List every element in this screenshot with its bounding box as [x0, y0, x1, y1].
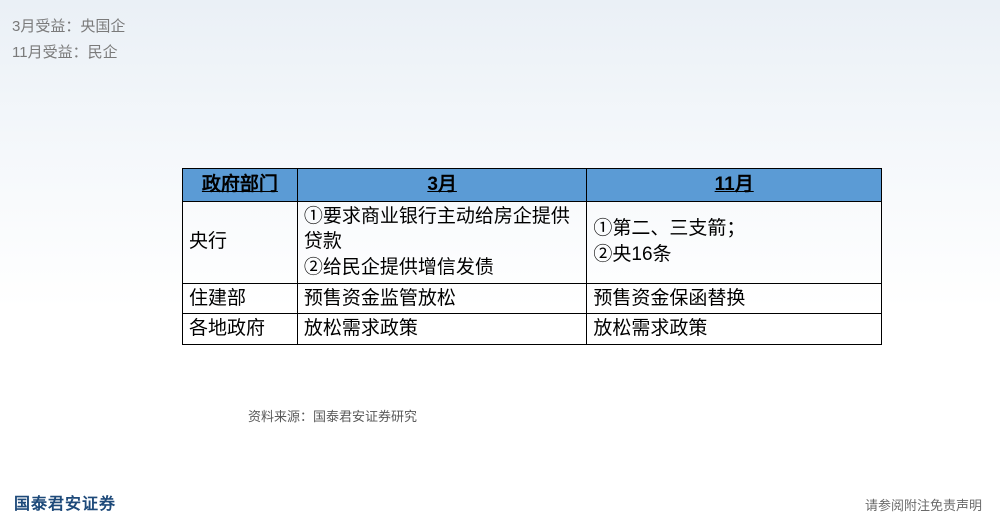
source-note: 资料来源：国泰君安证券研究 [248, 406, 417, 425]
cell-march: ①要求商业银行主动给房企提供贷款②给民企提供增信发债 [297, 201, 587, 283]
cell-dept: 各地政府 [183, 314, 298, 345]
footer-disclaimer: 请参阅附注免责声明 [865, 495, 982, 514]
header-dept: 政府部门 [183, 169, 298, 202]
cell-nov: ①第二、三支箭；②央16条 [587, 201, 882, 283]
cell-nov: 预售资金保函替换 [587, 283, 882, 314]
policy-table-container: 政府部门 3月 11月 央行 ①要求商业银行主动给房企提供贷款②给民企提供增信发… [182, 168, 882, 345]
footer-brand: 国泰君安证券 [14, 490, 116, 514]
cell-dept: 央行 [183, 201, 298, 283]
top-notes: 3月受益：央国企 11月受益：民企 [12, 14, 125, 66]
table-row: 住建部 预售资金监管放松 预售资金保函替换 [183, 283, 882, 314]
note-line-1: 3月受益：央国企 [12, 14, 125, 40]
cell-dept: 住建部 [183, 283, 298, 314]
note-line-2: 11月受益：民企 [12, 40, 125, 66]
cell-march: 放松需求政策 [297, 314, 587, 345]
cell-nov: 放松需求政策 [587, 314, 882, 345]
table-header-row: 政府部门 3月 11月 [183, 169, 882, 202]
header-nov: 11月 [587, 169, 882, 202]
table-row: 央行 ①要求商业银行主动给房企提供贷款②给民企提供增信发债 ①第二、三支箭；②央… [183, 201, 882, 283]
header-march: 3月 [297, 169, 587, 202]
table-row: 各地政府 放松需求政策 放松需求政策 [183, 314, 882, 345]
policy-table: 政府部门 3月 11月 央行 ①要求商业银行主动给房企提供贷款②给民企提供增信发… [182, 168, 882, 345]
cell-march: 预售资金监管放松 [297, 283, 587, 314]
